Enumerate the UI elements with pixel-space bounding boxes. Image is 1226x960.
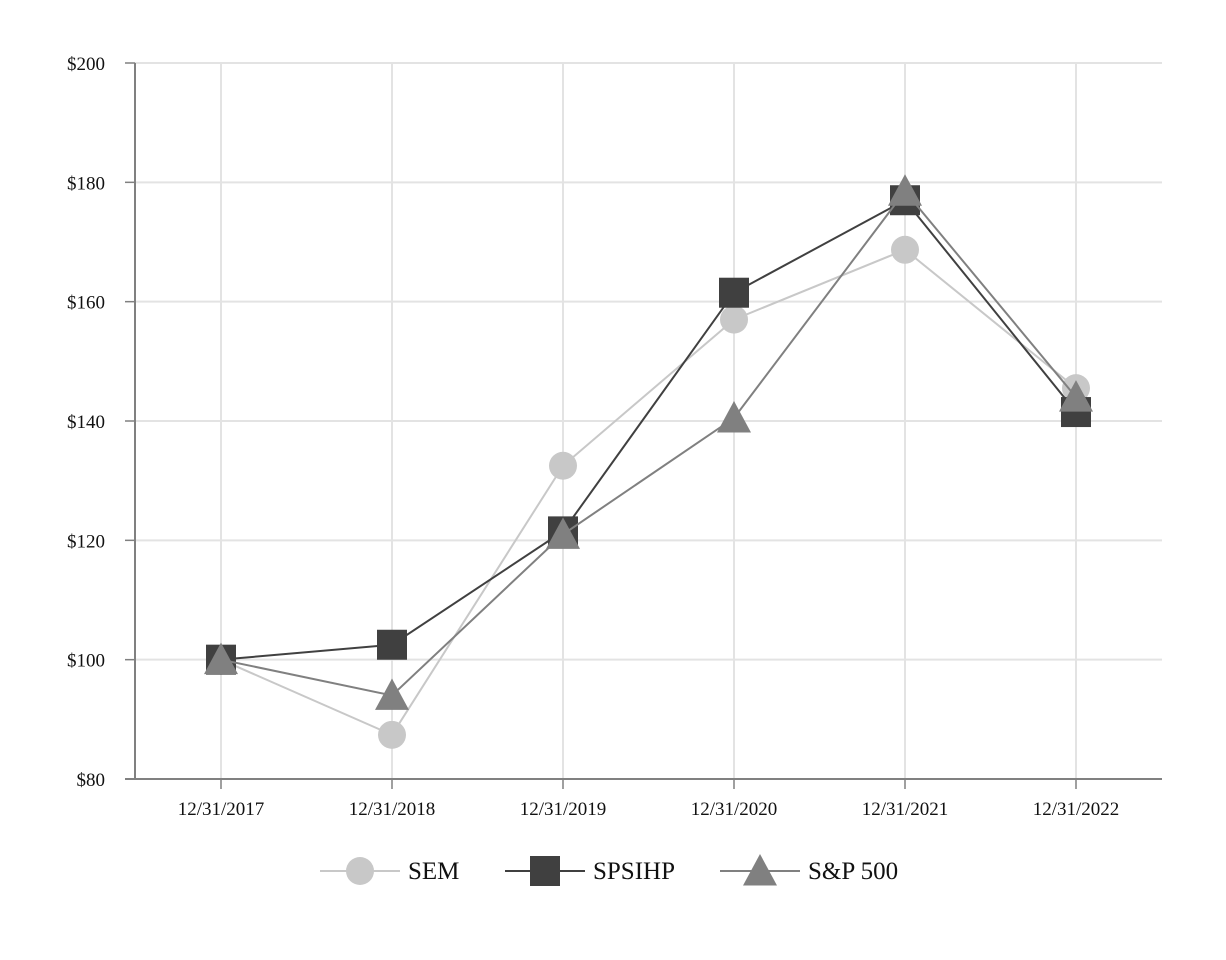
data-point-triangle (1059, 380, 1093, 412)
x-tick-label: 12/31/2020 (691, 799, 778, 820)
axes: $80 $100 $120 $140 $160 $180 $200 12/31/2017 12/… (67, 54, 1162, 820)
series-group (204, 174, 1093, 749)
legend-marker-triangle (743, 854, 777, 886)
y-tick-label: $140 (67, 412, 105, 433)
data-point-triangle (204, 642, 238, 675)
data-point-circle (378, 720, 406, 749)
x-tick-label: 12/31/2017 (178, 799, 265, 820)
y-tick-label: $180 (67, 173, 105, 194)
data-point-square (719, 277, 749, 308)
data-point-circle (891, 235, 919, 264)
legend-item: SPSIHP (505, 856, 675, 886)
data-point-triangle (717, 401, 751, 433)
data-point-triangle (888, 174, 922, 206)
y-tick-label: $80 (77, 770, 106, 791)
y-tick-label: $120 (67, 531, 105, 552)
series-spsihp (206, 185, 1091, 675)
series-sem (207, 235, 1090, 749)
legend-marker-circle (346, 857, 374, 885)
legend-label: SEM (408, 858, 459, 885)
data-point-circle (549, 451, 577, 480)
series-line (220, 248, 1077, 737)
series-line (220, 189, 1077, 697)
legend-label: S&P 500 (808, 858, 898, 885)
x-tick-label: 12/31/2021 (862, 799, 949, 820)
legend-marker-square (530, 856, 560, 886)
legend-item: SEM (320, 857, 459, 885)
legend-label: SPSIHP (593, 858, 675, 885)
grid (135, 62, 1162, 779)
data-point-circle (720, 305, 748, 334)
data-point-triangle (546, 517, 580, 549)
data-point-triangle (375, 678, 409, 710)
y-tick-label: $160 (67, 293, 105, 314)
x-tick-label: 12/31/2018 (349, 799, 436, 820)
y-tick-label: $100 (67, 651, 105, 672)
x-tick-label: 12/31/2022 (1033, 799, 1120, 820)
legend-item: S&P 500 (720, 854, 898, 886)
y-tick-label: $200 (67, 54, 105, 75)
series-s-p-500 (204, 174, 1093, 710)
x-tick-label: 12/31/2019 (520, 799, 607, 820)
data-point-square (377, 629, 407, 660)
legend: SEM SPSIHP S&P 500 (320, 854, 898, 886)
series-line (220, 198, 1077, 661)
